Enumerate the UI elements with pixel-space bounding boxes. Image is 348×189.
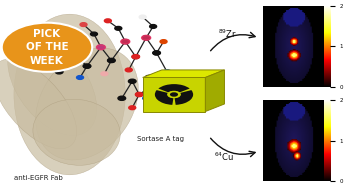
Circle shape: [49, 32, 56, 36]
Circle shape: [153, 108, 160, 112]
Polygon shape: [143, 70, 224, 77]
Circle shape: [135, 92, 143, 97]
Ellipse shape: [36, 48, 138, 160]
Circle shape: [163, 70, 171, 74]
Polygon shape: [205, 70, 224, 112]
Circle shape: [132, 55, 139, 59]
Polygon shape: [143, 77, 205, 112]
Circle shape: [83, 64, 91, 68]
Circle shape: [55, 70, 63, 74]
Circle shape: [104, 19, 111, 23]
Ellipse shape: [8, 35, 97, 136]
Circle shape: [96, 45, 105, 50]
Circle shape: [2, 23, 92, 72]
Circle shape: [59, 40, 66, 43]
Circle shape: [128, 79, 136, 83]
Circle shape: [136, 93, 143, 96]
Circle shape: [84, 64, 90, 68]
Circle shape: [142, 36, 150, 40]
Circle shape: [97, 45, 105, 49]
Text: $^{64}$Cu: $^{64}$Cu: [214, 151, 234, 163]
Circle shape: [118, 96, 126, 100]
Text: Sortase A tag: Sortase A tag: [136, 136, 184, 142]
Circle shape: [122, 40, 129, 43]
Circle shape: [150, 25, 157, 28]
Text: anti-EGFR Fab: anti-EGFR Fab: [14, 175, 63, 181]
Circle shape: [108, 59, 115, 62]
Circle shape: [69, 51, 77, 55]
Circle shape: [129, 106, 136, 110]
Ellipse shape: [14, 14, 125, 175]
Circle shape: [115, 26, 122, 30]
Circle shape: [70, 51, 77, 55]
Circle shape: [142, 35, 151, 40]
Text: $^{89}$Zr: $^{89}$Zr: [218, 28, 237, 40]
Circle shape: [97, 45, 104, 49]
Text: OF THE: OF THE: [26, 42, 68, 52]
Circle shape: [121, 40, 129, 44]
Text: WEEK: WEEK: [30, 56, 64, 66]
Circle shape: [160, 40, 167, 43]
Circle shape: [170, 92, 178, 97]
Circle shape: [77, 76, 84, 79]
Circle shape: [149, 83, 157, 87]
Circle shape: [139, 15, 146, 19]
Circle shape: [121, 39, 130, 44]
Circle shape: [90, 32, 97, 36]
Wedge shape: [155, 90, 173, 105]
Text: PICK: PICK: [33, 29, 61, 39]
Circle shape: [153, 51, 160, 55]
Circle shape: [108, 58, 115, 63]
Ellipse shape: [33, 99, 120, 165]
Circle shape: [143, 36, 150, 40]
Ellipse shape: [0, 59, 77, 149]
Circle shape: [167, 91, 181, 98]
Circle shape: [153, 51, 160, 55]
Circle shape: [132, 55, 140, 59]
Wedge shape: [175, 90, 193, 105]
Circle shape: [143, 96, 150, 100]
Circle shape: [125, 68, 132, 72]
Circle shape: [80, 23, 87, 26]
Circle shape: [101, 72, 108, 76]
Wedge shape: [158, 84, 190, 93]
Circle shape: [150, 83, 157, 87]
